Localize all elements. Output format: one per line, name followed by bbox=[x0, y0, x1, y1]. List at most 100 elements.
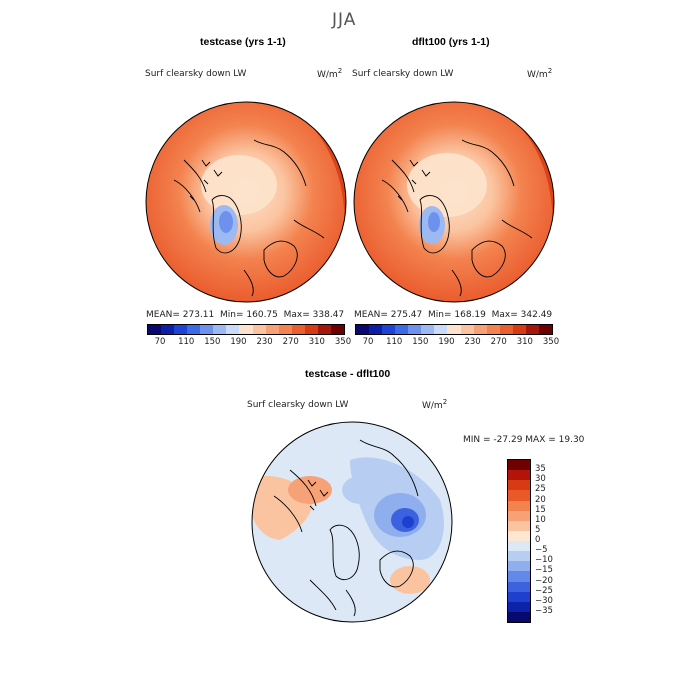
colorbar-swatch bbox=[213, 325, 227, 334]
colorbar-tick-label: 70 bbox=[154, 337, 166, 347]
panel2-mean-label: MEAN= bbox=[354, 310, 388, 320]
panel2-colorbar bbox=[355, 324, 553, 335]
diff-warm-south bbox=[390, 566, 430, 594]
colorbar-tick-label: 30 bbox=[535, 474, 546, 485]
colorbar-swatch bbox=[512, 325, 526, 334]
panel1-units: W/m2 bbox=[317, 67, 342, 80]
colorbar-swatch bbox=[148, 325, 162, 334]
colorbar-tick-label: −10 bbox=[535, 555, 553, 566]
panel2-variable-label: Surf clearsky down LW bbox=[352, 69, 454, 79]
colorbar-swatch bbox=[508, 591, 530, 602]
colorbar-tick-label: 70 bbox=[362, 337, 374, 347]
panel2-units-exp: 2 bbox=[547, 67, 553, 75]
panel2-map bbox=[352, 100, 556, 304]
colorbar-tick-label: 35 bbox=[535, 464, 546, 475]
colorbar-tick-label: 190 bbox=[230, 337, 247, 347]
panel1-max-value: 338.47 bbox=[312, 310, 345, 320]
colorbar-swatch bbox=[508, 490, 530, 501]
diff-colorbar bbox=[507, 459, 531, 623]
colorbar-swatch bbox=[382, 325, 396, 334]
colorbar-swatch bbox=[187, 325, 201, 334]
panel1-min-label: Min= bbox=[220, 310, 244, 320]
colorbar-swatch bbox=[508, 541, 530, 552]
diff-variable-label: Surf clearsky down LW bbox=[247, 400, 349, 410]
colorbar-swatch bbox=[508, 460, 530, 471]
colorbar-swatch bbox=[508, 500, 530, 511]
colorbar-swatch bbox=[473, 325, 487, 334]
colorbar-swatch bbox=[460, 325, 474, 334]
colorbar-swatch bbox=[538, 325, 552, 334]
diff-cool-north bbox=[342, 476, 378, 504]
colorbar-tick-label: 15 bbox=[535, 504, 546, 515]
diff-coastlines bbox=[273, 439, 419, 617]
colorbar-swatch bbox=[508, 601, 530, 612]
diff-map bbox=[250, 420, 454, 624]
colorbar-tick-label: 110 bbox=[386, 337, 403, 347]
panel2-stats: MEAN= 275.47 Min= 168.19 Max= 342.49 bbox=[354, 310, 552, 320]
panel1-min-value: 160.75 bbox=[246, 310, 278, 320]
panel2-units-text: W/m bbox=[527, 70, 548, 80]
panel2-mean-value: 275.47 bbox=[390, 310, 423, 320]
diff-title: testcase - dflt100 bbox=[305, 368, 391, 380]
colorbar-tick-label: 0 bbox=[535, 535, 541, 545]
colorbar-swatch bbox=[278, 325, 292, 334]
panel2-title: dflt100 (yrs 1-1) bbox=[412, 36, 490, 48]
season-title: JJA bbox=[332, 10, 357, 30]
panel2-min-value: 168.19 bbox=[454, 310, 486, 320]
panel1-coastlines bbox=[173, 139, 325, 297]
colorbar-tick-label: 25 bbox=[535, 484, 546, 495]
colorbar-tick-label: 230 bbox=[256, 337, 273, 347]
panel1-units-exp: 2 bbox=[337, 67, 343, 75]
colorbar-swatch bbox=[330, 325, 344, 334]
colorbar-tick-label: 10 bbox=[535, 514, 546, 525]
panel1-colorbar-ticks: 70 110 150 190 230 270 310 350 bbox=[147, 337, 351, 349]
panel2-colorbar-ticks: 70 110 150 190 230 270 310 350 bbox=[355, 337, 559, 349]
colorbar-swatch bbox=[508, 520, 530, 531]
panel2-max-label: Max= bbox=[491, 310, 518, 320]
colorbar-swatch bbox=[499, 325, 513, 334]
colorbar-tick-label: 5 bbox=[535, 524, 541, 535]
panel1-max-label: Max= bbox=[283, 310, 310, 320]
colorbar-tick-label: −30 bbox=[535, 595, 553, 606]
colorbar-tick-label: 20 bbox=[535, 494, 546, 505]
panel2-pale-core bbox=[407, 153, 487, 217]
colorbar-tick-label: 150 bbox=[204, 337, 221, 347]
diff-minmax: MIN = -27.29 MAX = 19.30 bbox=[463, 435, 585, 445]
colorbar-tick-label: 350 bbox=[542, 337, 560, 347]
colorbar-swatch bbox=[356, 325, 370, 334]
colorbar-swatch bbox=[508, 561, 530, 572]
panel1-stats: MEAN= 273.11 Min= 160.75 Max= 338.47 bbox=[146, 310, 344, 320]
colorbar-swatch bbox=[508, 571, 530, 582]
panel1-units-text: W/m bbox=[317, 70, 338, 80]
colorbar-swatch bbox=[200, 325, 214, 334]
colorbar-swatch bbox=[508, 551, 530, 562]
panel1-colorbar bbox=[147, 324, 345, 335]
colorbar-swatch bbox=[239, 325, 253, 334]
colorbar-swatch bbox=[252, 325, 266, 334]
panel2-coastlines bbox=[381, 139, 533, 297]
panel1-map bbox=[144, 100, 348, 304]
colorbar-swatch bbox=[508, 611, 530, 622]
colorbar-tick-label: −5 bbox=[535, 545, 548, 556]
colorbar-tick-label: −25 bbox=[535, 585, 553, 596]
colorbar-tick-label: 310 bbox=[516, 337, 533, 347]
colorbar-tick-label: −35 bbox=[535, 605, 553, 616]
colorbar-swatch bbox=[174, 325, 188, 334]
panel2-greenland-core bbox=[428, 212, 440, 232]
colorbar-swatch bbox=[291, 325, 305, 334]
panel1-mean-value: 273.11 bbox=[182, 310, 215, 320]
colorbar-swatch bbox=[395, 325, 409, 334]
diff-units-exp: 2 bbox=[442, 398, 448, 406]
colorbar-swatch bbox=[408, 325, 422, 334]
colorbar-swatch bbox=[525, 325, 539, 334]
colorbar-tick-label: 310 bbox=[308, 337, 325, 347]
colorbar-tick-label: 350 bbox=[334, 337, 352, 347]
colorbar-swatch bbox=[369, 325, 383, 334]
diff-warm-patch bbox=[288, 476, 332, 504]
colorbar-swatch bbox=[508, 510, 530, 521]
panel1-pale-core bbox=[201, 155, 277, 215]
colorbar-swatch bbox=[317, 325, 331, 334]
panel1-mean-label: MEAN= bbox=[146, 310, 180, 320]
colorbar-tick-label: −15 bbox=[535, 565, 553, 576]
colorbar-swatch bbox=[508, 480, 530, 491]
